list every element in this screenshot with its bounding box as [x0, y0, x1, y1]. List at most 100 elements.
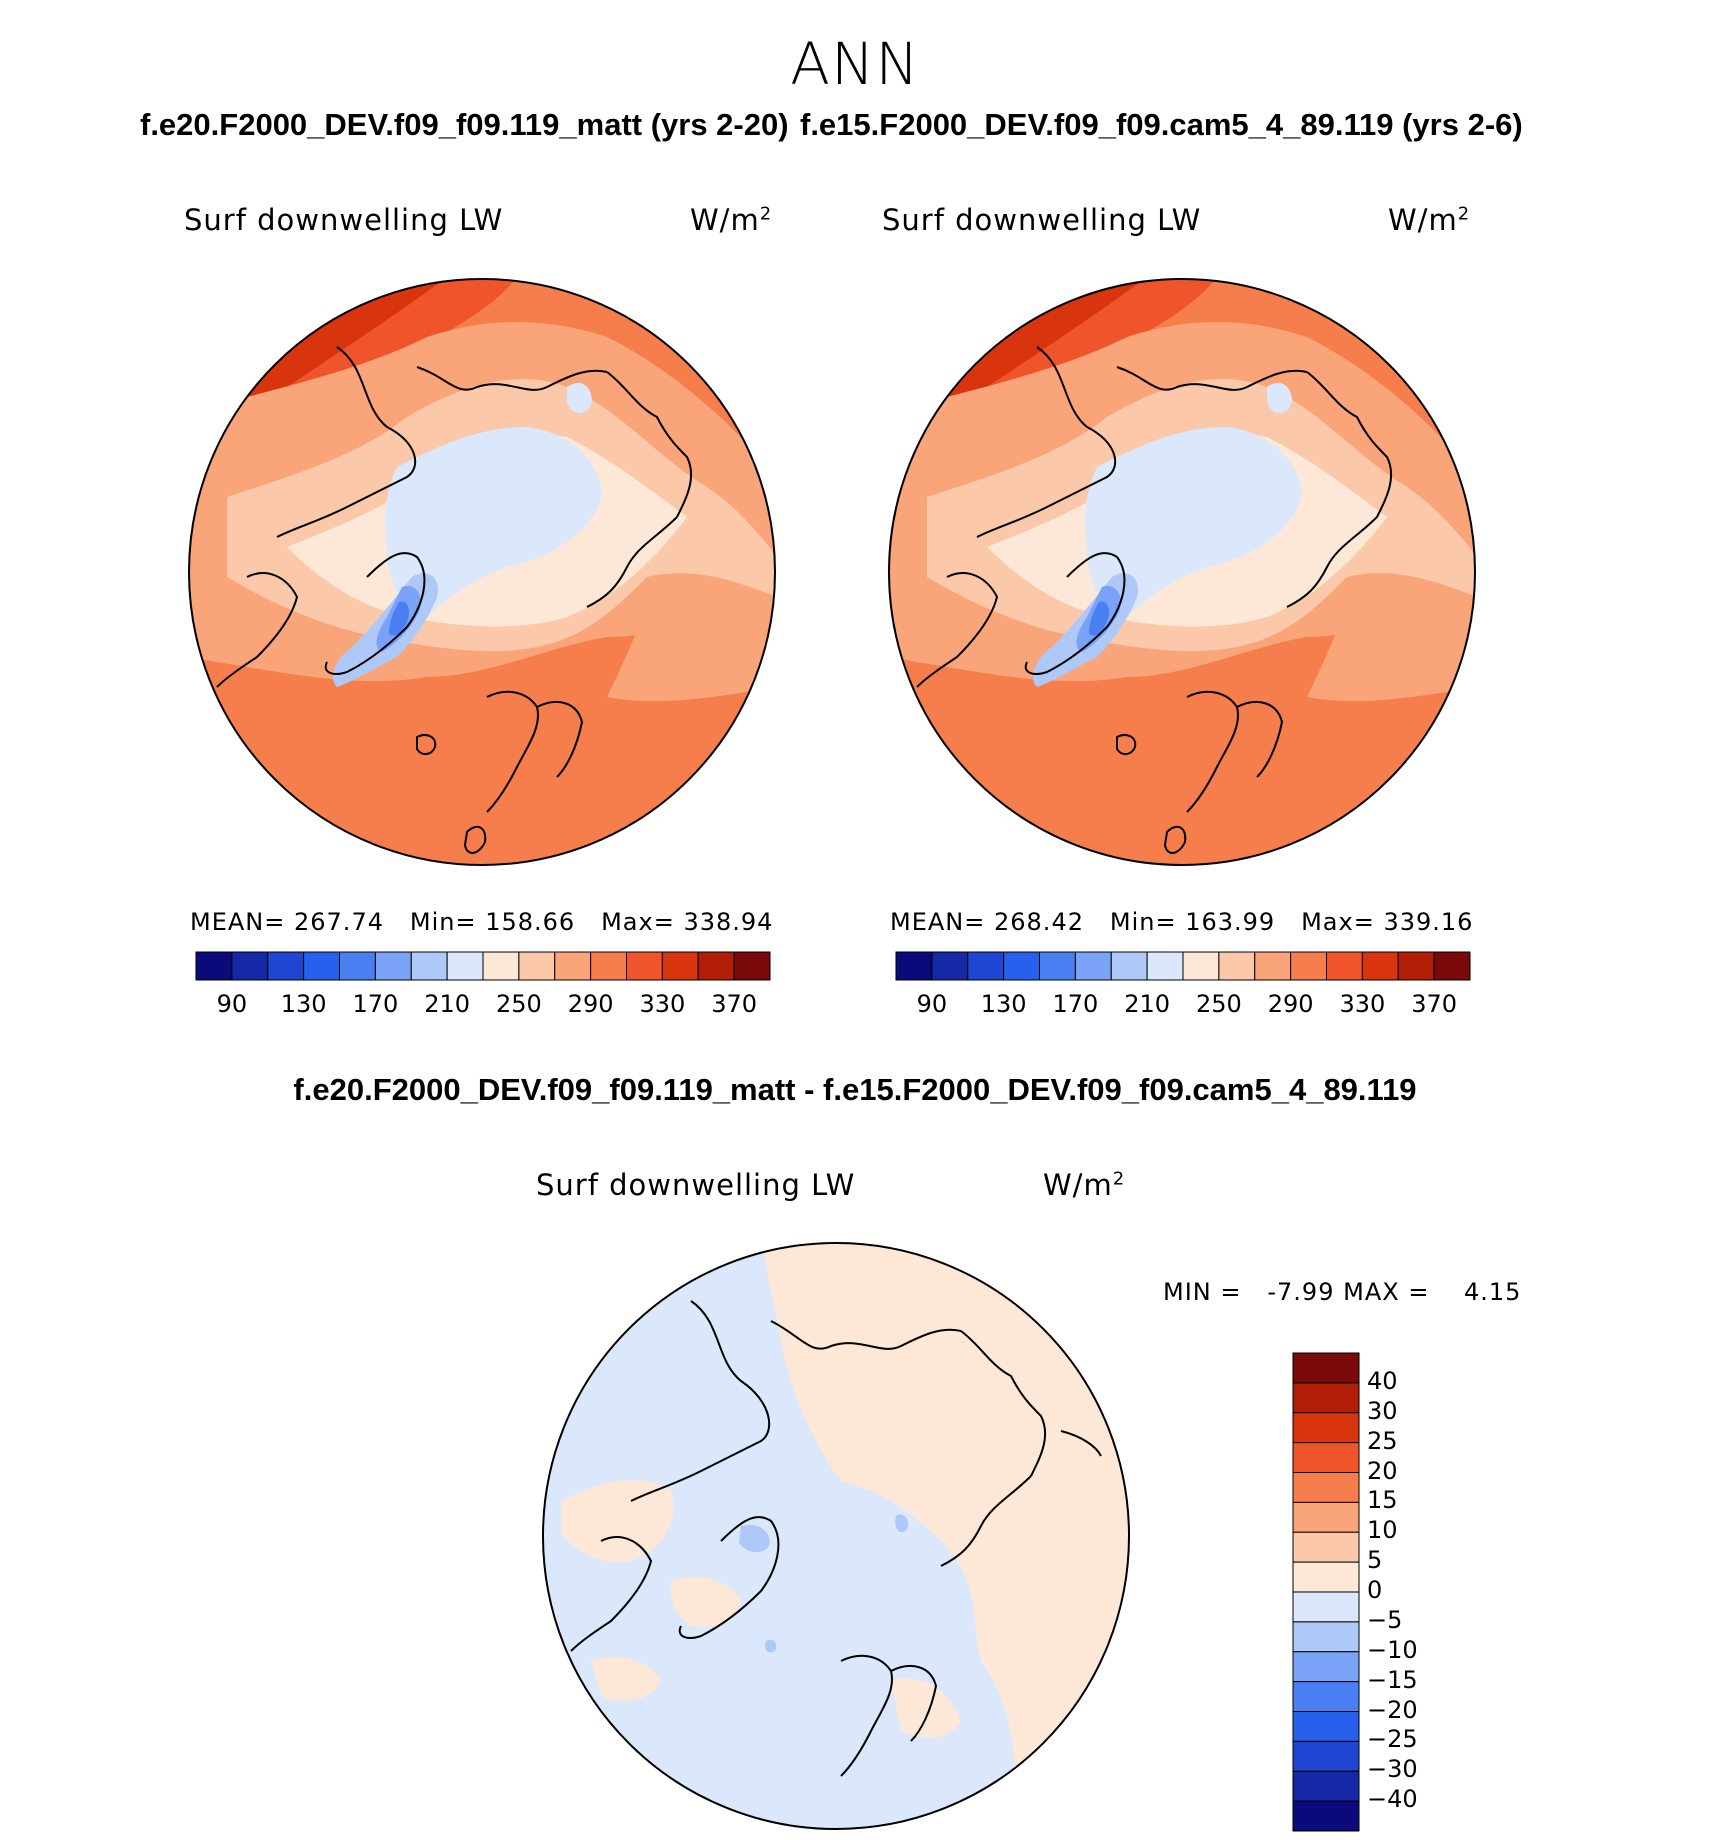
colorbar-tick-label: 30	[1367, 1396, 1398, 1425]
colorbar-box-7	[1146, 951, 1184, 981]
colorbar-tick-label: 330	[639, 990, 686, 1018]
colorbar-tick-label: 210	[424, 990, 471, 1018]
colorbar-tick-label: 0	[1367, 1576, 1383, 1604]
coastline-4	[916, 572, 999, 688]
coastline-8	[1116, 734, 1137, 755]
colorbar-tick-label: 90	[916, 990, 948, 1018]
field-shading	[889, 279, 1475, 865]
colorbar-tick-label: 290	[1267, 990, 1314, 1018]
colorbar-box-9	[1218, 951, 1256, 981]
coastline-7	[890, 1665, 938, 1742]
colorbar-box-0	[195, 951, 233, 981]
colorbar-box-0	[895, 951, 933, 981]
coastline-9	[463, 825, 487, 854]
colorbar-box-4	[1039, 951, 1076, 981]
colorbar-box-11	[1292, 1681, 1360, 1712]
coastline-4	[570, 1536, 653, 1652]
colorbar-box-5	[1292, 1501, 1360, 1533]
diff-region-7	[891, 1678, 961, 1738]
colorbar-box-15	[733, 951, 771, 981]
colorbar-tick-label: 330	[1339, 990, 1386, 1018]
colorbar-tick-label: 370	[711, 990, 758, 1018]
colorbar-box-7	[446, 951, 484, 981]
coastlines	[916, 346, 1393, 854]
coastline-7	[1236, 701, 1284, 778]
colorbar-tick-label: 25	[1367, 1426, 1398, 1455]
colorbar-tick-label: 130	[980, 990, 1027, 1018]
coastline-3	[586, 516, 678, 608]
coastlines	[570, 1300, 1102, 1777]
colorbar-tick-label: −5	[1367, 1605, 1403, 1634]
colorbar-tick-label: 130	[280, 990, 327, 1018]
field-region-12	[1089, 601, 1110, 636]
colorbar-box-3	[1292, 1442, 1360, 1473]
coastline-3	[1286, 516, 1378, 608]
coastline-6	[1186, 690, 1239, 813]
diff-region-10	[765, 1639, 777, 1653]
variable-label-right: Surf downwelling LW	[882, 203, 1202, 237]
coastline-8	[416, 734, 437, 755]
case-title-left: f.e20.F2000_DEV.f09_f09.119_matt (yrs 2-…	[140, 107, 789, 142]
colorbar-tick-label: 90	[216, 990, 248, 1018]
colorbar-difference	[1292, 1352, 1360, 1832]
colorbar-tick-label: 20	[1367, 1456, 1398, 1485]
coastline-0	[630, 1300, 771, 1502]
diff-region-5	[591, 1657, 661, 1701]
diff-region-9	[895, 1514, 909, 1533]
colorbar-box-9	[518, 951, 556, 981]
colorbar-tick-label: −40	[1367, 1785, 1418, 1814]
coastline-5	[678, 1516, 780, 1639]
field-region-8	[1085, 427, 1302, 617]
stats-left: MEAN= 267.74 Min= 158.66 Max= 338.94	[190, 908, 774, 936]
polar-map-left	[188, 278, 776, 866]
colorbar-box-12	[1292, 1711, 1360, 1742]
colorbar-box-8	[1182, 951, 1220, 981]
variable-label-diff: Surf downwelling LW	[536, 1168, 856, 1202]
colorbar-box-0	[1292, 1352, 1360, 1384]
colorbar-tick-label: −10	[1367, 1635, 1418, 1664]
coastline-8	[1060, 1430, 1102, 1457]
colorbar-box-1	[1292, 1382, 1360, 1414]
colorbar-tick-label: 290	[567, 990, 614, 1018]
colorbar-box-8	[1292, 1591, 1360, 1623]
colorbar-tick-label: 210	[1124, 990, 1171, 1018]
colorbar-box-10	[554, 951, 592, 981]
units-label-left: W/m2	[690, 203, 773, 237]
coastline-5	[1024, 552, 1126, 675]
colorbar-box-3	[303, 951, 340, 981]
difference-title: f.e20.F2000_DEV.f09_f09.119_matt - f.e15…	[293, 1072, 1417, 1107]
colorbar-box-14	[697, 951, 735, 981]
colorbar-box-5	[1074, 951, 1112, 981]
colorbar-box-6	[1292, 1531, 1360, 1563]
map-boundary	[888, 278, 1476, 866]
case-title-right: f.e15.F2000_DEV.f09_f09.cam5_4_89.119 (y…	[800, 107, 1523, 142]
colorbar-box-11	[590, 951, 627, 981]
coastline-1	[416, 366, 608, 391]
colorbar-box-13	[1292, 1740, 1360, 1772]
field-region-9	[567, 382, 592, 414]
colorbar-box-15	[1292, 1800, 1360, 1832]
coastline-2	[960, 1330, 1047, 1477]
colorbar-box-1	[931, 951, 969, 981]
colorbar-tick-label: 10	[1367, 1516, 1398, 1545]
coastline-9	[1163, 825, 1187, 854]
colorbar-box-3	[1003, 951, 1040, 981]
colorbar-box-2	[1292, 1412, 1360, 1444]
coastline-6	[840, 1654, 893, 1777]
colorbar-tick-label: 40	[1367, 1366, 1398, 1395]
colorbar-box-13	[661, 951, 699, 981]
colorbar-box-12	[626, 951, 663, 981]
field-region-8	[385, 427, 602, 617]
colorbar-box-13	[1361, 951, 1399, 981]
colorbar-box-12	[1326, 951, 1363, 981]
coastline-4	[216, 572, 299, 688]
diff-region-3	[561, 1480, 674, 1562]
coastline-0	[276, 346, 417, 538]
coastline-3	[940, 1475, 1032, 1567]
colorbar-box-2	[967, 951, 1005, 981]
map-boundary	[188, 278, 776, 866]
coastline-0	[976, 346, 1117, 538]
colorbar-box-1	[231, 951, 269, 981]
diff-region-2	[831, 1481, 941, 1611]
polar-map-right	[888, 278, 1476, 866]
